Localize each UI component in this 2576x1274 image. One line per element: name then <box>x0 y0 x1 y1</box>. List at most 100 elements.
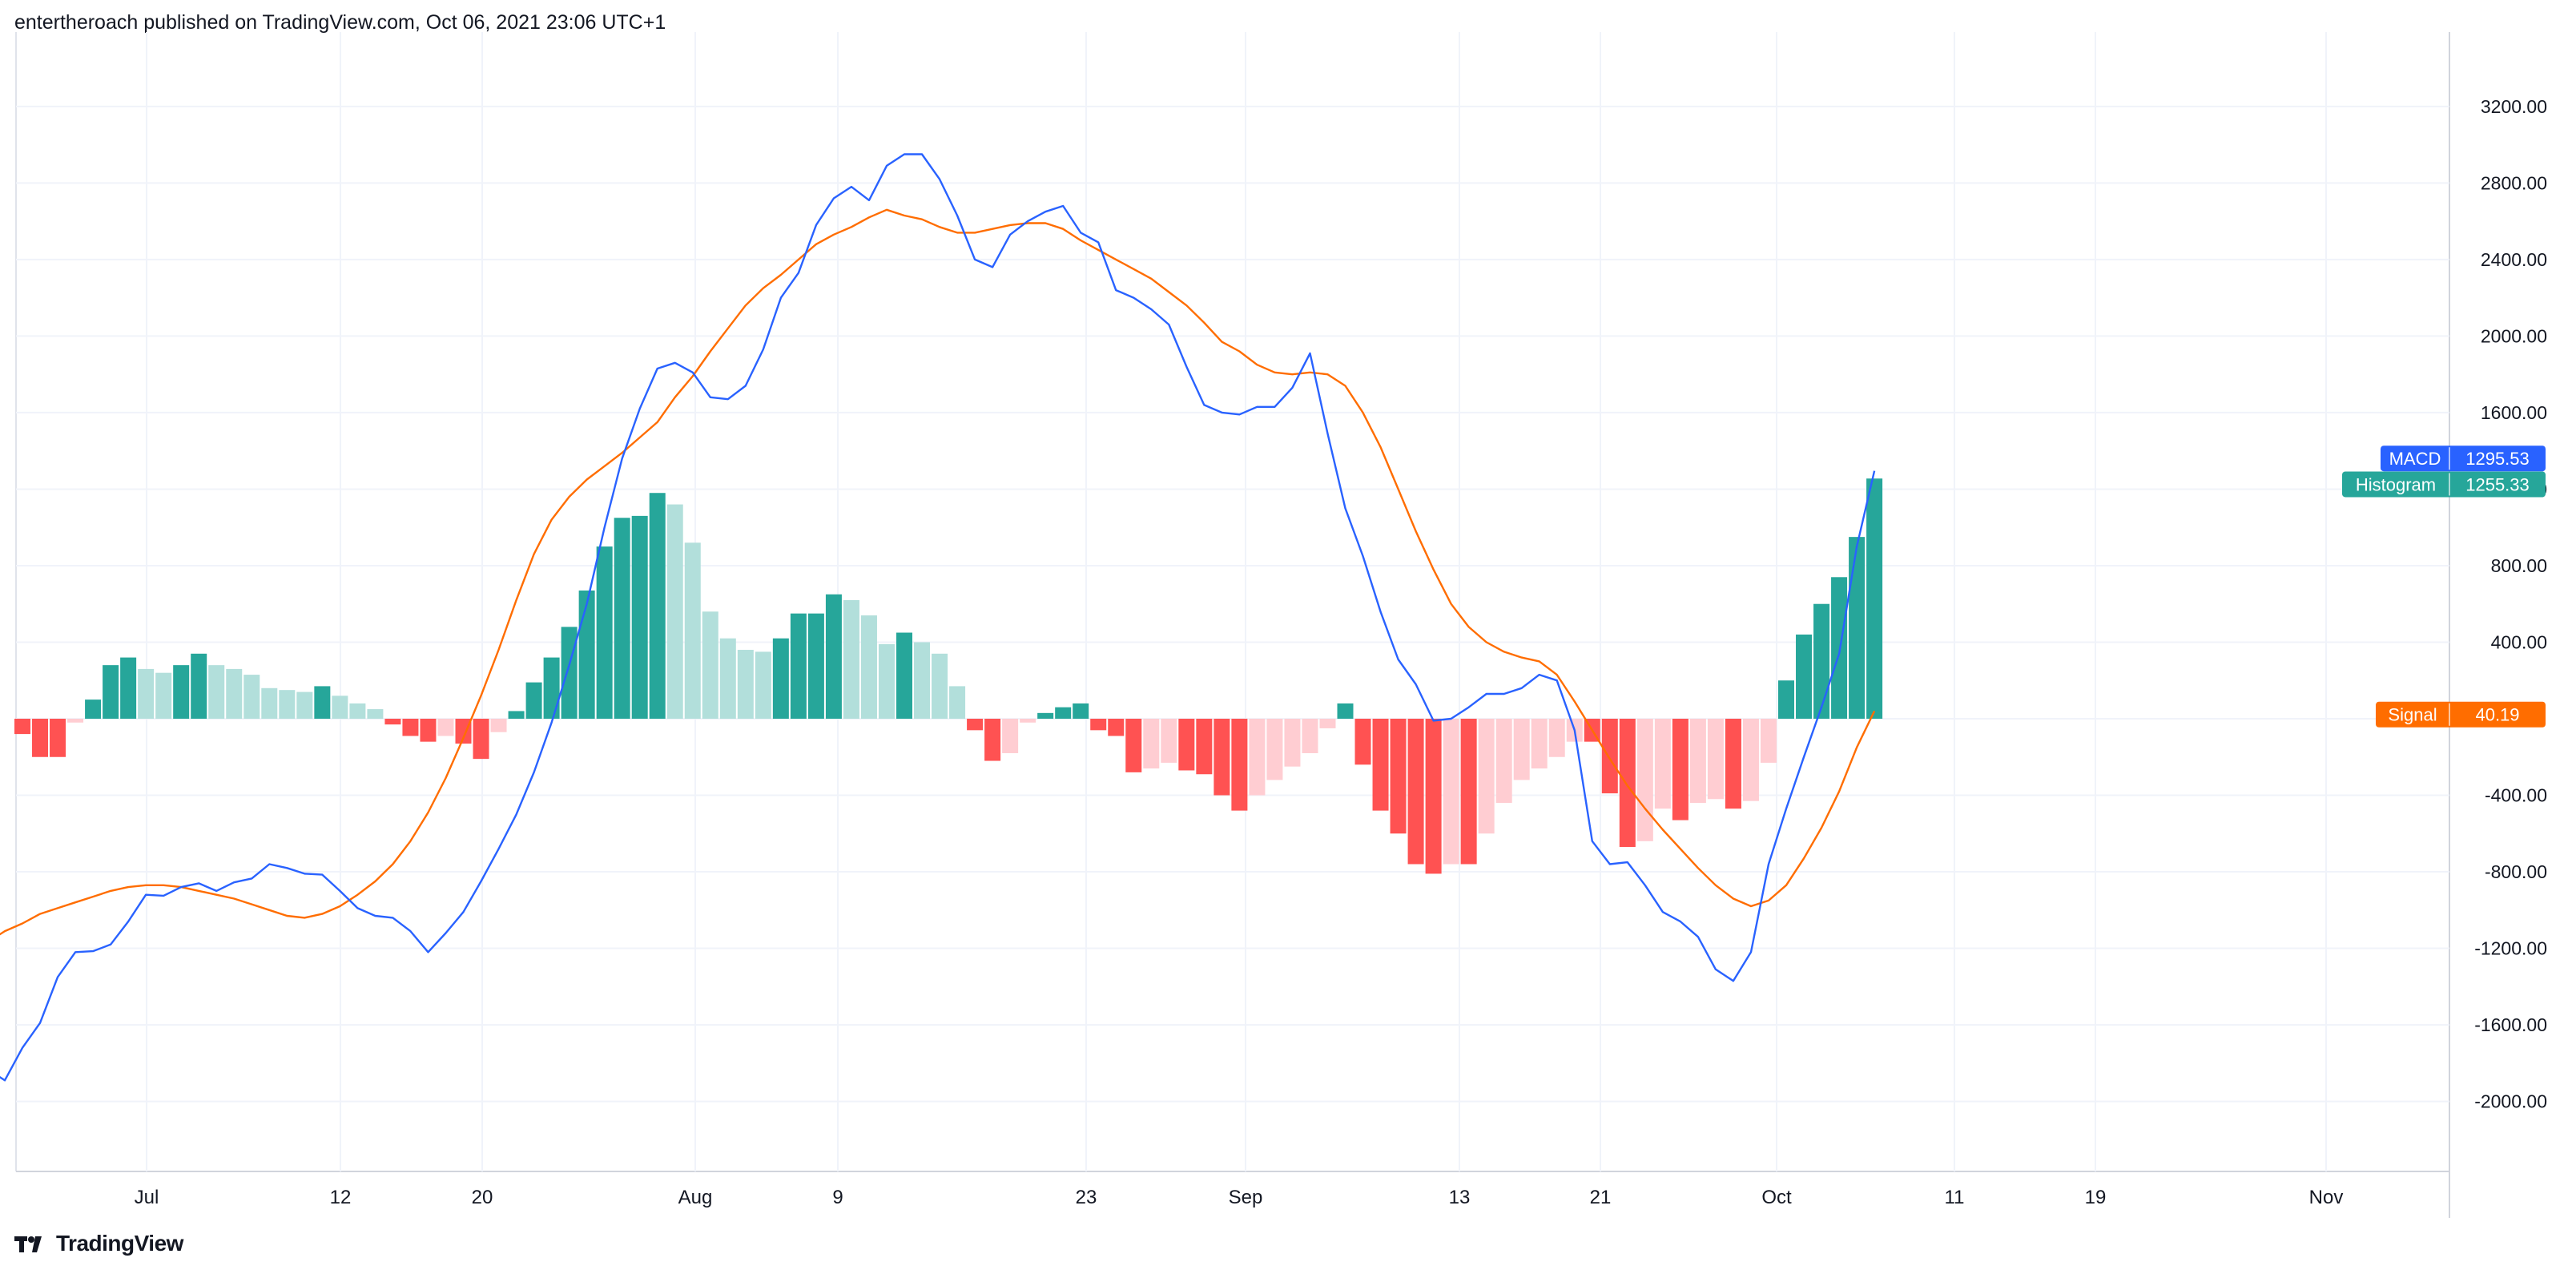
histogram-bar <box>367 709 384 719</box>
histogram-bar <box>878 643 895 719</box>
histogram-bar <box>719 638 736 719</box>
histogram-bar <box>1725 719 1741 809</box>
histogram-bar <box>437 719 454 736</box>
histogram-bar <box>226 668 243 719</box>
tag-series-value: 1295.53 <box>2465 449 2530 469</box>
histogram-bar <box>1125 719 1142 772</box>
y-tick-label: 800.00 <box>2491 555 2547 576</box>
y-tick-label: 400.00 <box>2491 631 2547 652</box>
histogram-bar <box>402 719 419 736</box>
histogram-bar <box>120 657 137 719</box>
histogram-bar <box>1319 719 1336 728</box>
histogram-bar <box>684 542 701 719</box>
histogram-bar <box>1002 719 1019 753</box>
signal-value-tag: Signal 40.19 <box>2376 701 2546 728</box>
x-tick-label: Jul <box>135 1187 159 1208</box>
histogram-bar <box>543 657 560 719</box>
histogram-bar <box>1425 719 1442 874</box>
tag-series-value: 40.19 <box>2475 705 2519 725</box>
histogram-bar <box>984 719 1001 761</box>
tag-background <box>2381 445 2546 472</box>
price-axis[interactable]: 3200.002800.002400.002000.001600.001200.… <box>2474 96 2547 1112</box>
histogram-bar <box>191 653 207 719</box>
histogram-bar <box>50 719 66 757</box>
histogram-bar <box>1601 719 1618 794</box>
tag-series-name: Histogram <box>2356 474 2436 494</box>
indicator-lines <box>0 153 1876 1082</box>
histogram-value-tag: Histogram 1255.33 <box>2342 471 2546 498</box>
histogram-bar <box>561 627 578 719</box>
x-tick-label: 19 <box>2085 1187 2107 1208</box>
y-tick-label: 2800.00 <box>2481 172 2547 193</box>
histogram-bar <box>1778 680 1794 719</box>
histogram-bar <box>649 493 666 719</box>
histogram-bar <box>1654 719 1671 809</box>
histogram-bar <box>1636 719 1653 841</box>
histogram-bar <box>967 719 984 731</box>
histogram-bar <box>208 665 225 719</box>
histogram-bar <box>1513 719 1530 780</box>
histogram-bar <box>1390 719 1407 834</box>
macd-line <box>0 153 1876 1082</box>
histogram-bar <box>755 651 771 719</box>
histogram-bar <box>1161 719 1177 763</box>
histogram-bar <box>772 638 789 719</box>
histogram-bar <box>1619 719 1636 847</box>
histogram-bar <box>1531 719 1548 769</box>
histogram-bar <box>737 650 754 719</box>
histogram-bar <box>103 665 119 719</box>
x-tick-label: Aug <box>678 1187 713 1208</box>
histogram-bar <box>490 719 507 732</box>
histogram-bar <box>1354 719 1371 765</box>
histogram-bar <box>508 711 525 719</box>
tag-background <box>2342 471 2546 498</box>
histogram-bar <box>1478 719 1495 834</box>
histogram-bar <box>1090 719 1107 731</box>
histogram-bar <box>1108 719 1125 736</box>
tradingview-brand: TradingView <box>56 1231 183 1256</box>
histogram-bar <box>860 615 877 719</box>
histogram-bars <box>14 478 1883 874</box>
histogram-bar <box>32 719 49 757</box>
histogram-bar <box>1302 719 1318 753</box>
histogram-bar <box>1266 719 1283 780</box>
histogram-bar <box>578 591 595 719</box>
tag-series-name: Signal <box>2388 705 2437 725</box>
histogram-bar <box>314 686 331 719</box>
histogram-bar <box>1284 719 1301 767</box>
grid <box>15 32 2450 1218</box>
histogram-bar <box>596 546 613 719</box>
histogram-bar <box>1143 719 1160 769</box>
y-tick-label: 2000.00 <box>2481 325 2547 346</box>
histogram-bar <box>614 518 630 719</box>
x-tick-label: Nov <box>2309 1187 2344 1208</box>
histogram-bar <box>420 719 437 742</box>
time-axis[interactable]: Jul 12 20 Aug 9 23 Sep 13 21 Oct 11 19 Nov <box>135 1187 2344 1208</box>
y-tick-label: -800.00 <box>2485 861 2547 882</box>
histogram-bar <box>1672 719 1688 820</box>
tradingview-footer[interactable]: TradingView <box>14 1231 183 1256</box>
histogram-bar <box>932 653 948 719</box>
y-tick-label: 2400.00 <box>2481 249 2547 270</box>
signal-line <box>0 208 1876 936</box>
histogram-bar <box>1231 719 1248 811</box>
x-tick-label: Sep <box>1229 1187 1263 1208</box>
histogram-bar <box>631 515 648 719</box>
y-tick-label: 1600.00 <box>2481 402 2547 423</box>
histogram-bar <box>702 611 718 719</box>
histogram-bar <box>1443 719 1459 865</box>
histogram-bar <box>244 675 260 719</box>
tag-series-value: 1255.33 <box>2465 474 2530 494</box>
y-tick-label: -2000.00 <box>2474 1091 2547 1112</box>
histogram-bar <box>1760 719 1777 763</box>
histogram-bar <box>455 719 472 744</box>
tag-background <box>2376 701 2546 728</box>
histogram-bar <box>332 695 348 719</box>
x-tick-label: 21 <box>1590 1187 1612 1208</box>
histogram-bar <box>1020 719 1036 723</box>
histogram-bar <box>155 672 172 719</box>
histogram-bar <box>1707 719 1724 800</box>
histogram-bar <box>1831 577 1848 719</box>
histogram-bar <box>790 613 807 719</box>
